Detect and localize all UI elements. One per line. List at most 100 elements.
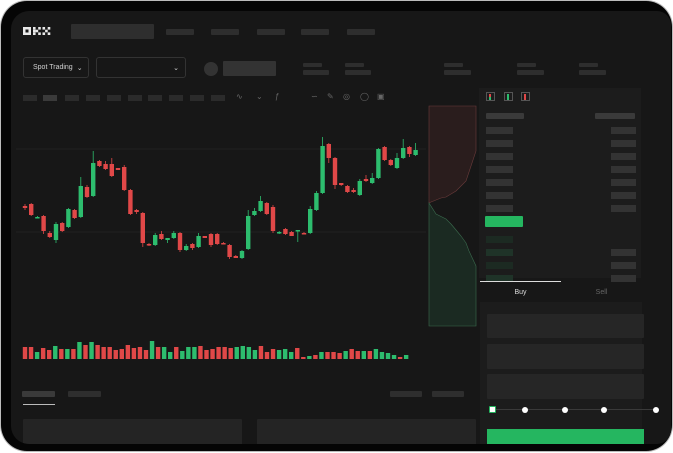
depth-chart	[428, 105, 477, 327]
tab-order-history[interactable]	[68, 391, 101, 397]
amount-slider[interactable]	[489, 405, 659, 415]
tab-open-orders[interactable]	[22, 391, 55, 397]
ask-price[interactable]	[486, 153, 513, 160]
candle-type-icon[interactable]: ∿	[236, 92, 243, 101]
nav-item[interactable]	[211, 29, 239, 35]
candle-body	[78, 186, 83, 217]
interval-button[interactable]	[65, 95, 79, 101]
pen-icon[interactable]: ✎	[327, 92, 334, 101]
volume-bar	[295, 348, 300, 359]
filter-button[interactable]	[390, 391, 422, 397]
fx-icon[interactable]: ƒ	[275, 92, 280, 101]
indicator-icon[interactable]: ⌄	[256, 92, 263, 101]
bid-price[interactable]	[486, 236, 513, 243]
candle	[227, 244, 232, 259]
nav-item[interactable]	[257, 29, 285, 35]
candle-body	[239, 251, 245, 258]
ask-price[interactable]	[486, 205, 513, 212]
candle	[60, 222, 65, 232]
candle	[345, 185, 350, 193]
line-tool-icon[interactable]: ∽	[311, 92, 318, 101]
slider-stop[interactable]	[562, 407, 568, 413]
interval-button[interactable]	[190, 95, 204, 101]
volume-bar	[119, 349, 124, 359]
bid-amount[interactable]	[611, 249, 636, 256]
bid-price[interactable]	[486, 275, 513, 282]
interval-button-active[interactable]	[43, 95, 57, 101]
pair-select[interactable]: ⌄	[96, 57, 186, 78]
interval-button[interactable]	[107, 95, 121, 101]
interval-button[interactable]	[148, 95, 162, 101]
volume-bar	[367, 351, 373, 359]
ask-price[interactable]	[486, 127, 513, 134]
slider-stop[interactable]	[653, 407, 659, 413]
candle	[84, 185, 90, 198]
volume-bar	[391, 355, 397, 359]
slider-stop[interactable]	[601, 407, 607, 413]
ask-amount[interactable]	[611, 140, 636, 147]
candle-body	[177, 233, 183, 250]
candlestick-chart[interactable]	[16, 106, 426, 376]
amount-input[interactable]	[487, 344, 644, 369]
bid-price[interactable]	[486, 262, 513, 269]
ask-price[interactable]	[486, 140, 513, 147]
interval-button[interactable]	[128, 95, 142, 101]
candle	[103, 161, 108, 170]
spot-trading-select[interactable]: Spot Trading ⌄	[23, 57, 89, 78]
candle	[326, 143, 331, 163]
interval-button[interactable]	[211, 95, 225, 101]
ask-amount[interactable]	[611, 192, 636, 199]
candle-body	[277, 232, 282, 234]
settings-icon[interactable]: ◯	[360, 92, 369, 101]
ask-amount[interactable]	[611, 153, 636, 160]
bid-amount[interactable]	[611, 262, 636, 269]
volume-bar	[149, 341, 155, 359]
ask-amount[interactable]	[611, 205, 636, 212]
volume-bar	[234, 347, 239, 359]
stat-label	[303, 63, 322, 67]
nav-item[interactable]	[166, 29, 194, 35]
bid-price[interactable]	[486, 249, 513, 256]
buy-tab[interactable]: Buy	[480, 281, 561, 301]
candle-body	[351, 190, 356, 192]
search-bar[interactable]	[71, 24, 154, 39]
filter-button[interactable]	[432, 391, 464, 397]
candle-body	[190, 244, 195, 248]
sell-tab[interactable]: Sell	[595, 289, 608, 296]
nav-item[interactable]	[301, 29, 329, 35]
volume-bar	[373, 349, 379, 359]
ask-amount[interactable]	[611, 179, 636, 186]
slider-stop[interactable]	[522, 407, 528, 413]
fullscreen-icon[interactable]: ▣	[377, 92, 385, 101]
candle	[215, 233, 220, 245]
interval-button[interactable]	[169, 95, 183, 101]
orderbook-asks-icon[interactable]	[521, 92, 530, 101]
app-screen: Spot Trading ⌄ ⌄ ∿ ⌄ ƒ ∽ ✎ ◎ ◯ ▣	[11, 11, 671, 444]
ask-amount[interactable]	[611, 166, 636, 173]
buy-button[interactable]	[487, 429, 644, 444]
nav-item[interactable]	[347, 29, 375, 35]
ask-amount[interactable]	[611, 127, 636, 134]
ask-price[interactable]	[486, 192, 513, 199]
volume-bar	[276, 350, 282, 359]
orderbook-both-icon[interactable]	[486, 92, 495, 101]
candle-body	[370, 178, 375, 183]
assets-panel	[257, 419, 476, 444]
orderbook-bids-icon[interactable]	[504, 92, 513, 101]
ask-price[interactable]	[486, 166, 513, 173]
bid-amount[interactable]	[611, 275, 636, 282]
volume-bar	[319, 352, 324, 359]
total-input[interactable]	[487, 374, 644, 399]
okx-logo[interactable]	[23, 26, 51, 36]
okx-logo-icon	[23, 27, 51, 35]
interval-button[interactable]	[23, 95, 37, 101]
candle	[146, 243, 152, 246]
ask-price[interactable]	[486, 179, 513, 186]
candle-body	[339, 183, 344, 185]
price-input[interactable]	[487, 314, 644, 338]
target-icon[interactable]: ◎	[343, 92, 350, 101]
stat-value	[303, 70, 329, 75]
candle-body	[122, 167, 127, 190]
slider-handle[interactable]	[489, 406, 496, 413]
interval-button[interactable]	[86, 95, 100, 101]
